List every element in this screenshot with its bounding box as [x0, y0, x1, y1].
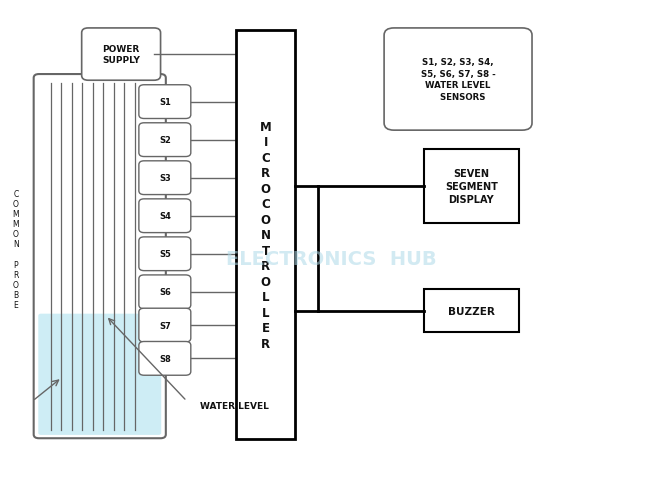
Text: POWER
SUPPLY: POWER SUPPLY: [102, 45, 140, 65]
FancyBboxPatch shape: [139, 199, 191, 233]
FancyBboxPatch shape: [424, 290, 519, 333]
FancyBboxPatch shape: [139, 342, 191, 375]
Text: ELECTRONICS  HUB: ELECTRONICS HUB: [226, 250, 437, 268]
Text: S1: S1: [159, 98, 171, 107]
FancyBboxPatch shape: [38, 314, 161, 435]
FancyBboxPatch shape: [384, 29, 532, 131]
Text: S2: S2: [159, 136, 171, 145]
Text: S7: S7: [159, 321, 170, 330]
Text: S6: S6: [159, 288, 171, 297]
FancyBboxPatch shape: [424, 150, 519, 223]
FancyBboxPatch shape: [139, 123, 191, 157]
Text: S1, S2, S3, S4,
S5, S6, S7, S8 -
WATER LEVEL
   SENSORS: S1, S2, S3, S4, S5, S6, S7, S8 - WATER L…: [421, 58, 495, 102]
Text: C
O
M
M
O
N
 
P
R
O
B
E: C O M M O N P R O B E: [13, 190, 19, 309]
Text: WATER LEVEL: WATER LEVEL: [200, 402, 269, 410]
FancyBboxPatch shape: [139, 276, 191, 309]
FancyBboxPatch shape: [34, 75, 166, 438]
Text: S4: S4: [159, 212, 171, 221]
Text: S8: S8: [159, 354, 170, 363]
FancyBboxPatch shape: [139, 161, 191, 195]
FancyBboxPatch shape: [236, 31, 295, 439]
FancyBboxPatch shape: [139, 238, 191, 271]
FancyBboxPatch shape: [139, 309, 191, 342]
Text: M
I
C
R
O
C
O
N
T
R
O
L
L
E
R: M I C R O C O N T R O L L E R: [260, 120, 272, 350]
Text: BUZZER: BUZZER: [448, 306, 495, 316]
Text: S5: S5: [159, 250, 171, 259]
FancyBboxPatch shape: [139, 85, 191, 119]
Text: SEVEN
SEGMENT
DISPLAY: SEVEN SEGMENT DISPLAY: [445, 168, 498, 205]
FancyBboxPatch shape: [82, 29, 160, 81]
Text: S3: S3: [159, 174, 170, 183]
